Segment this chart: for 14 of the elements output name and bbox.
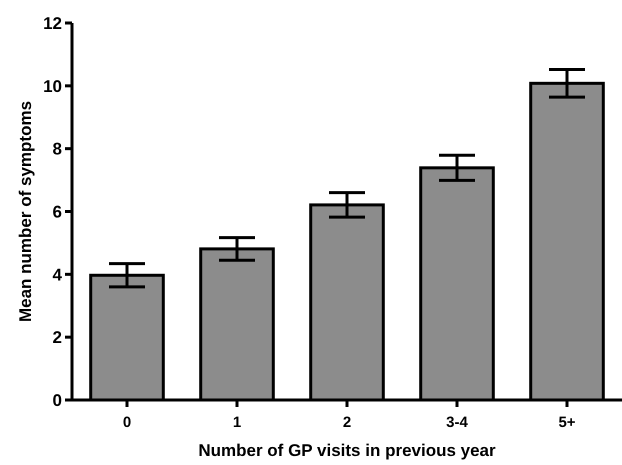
y-tick-label: 10 [43, 76, 62, 96]
y-tick-label: 4 [52, 265, 63, 284]
x-tick-label: 5+ [558, 414, 576, 431]
y-tick-label: 6 [52, 202, 62, 222]
y-tick-label: 8 [52, 140, 62, 159]
x-tick-label: 1 [232, 414, 242, 431]
y-tick-label: 0 [52, 390, 62, 410]
x-tick-label: 2 [342, 414, 352, 431]
y-tick-label: 2 [52, 328, 62, 348]
x-tick-label: 0 [122, 414, 132, 431]
x-tick-label: 3-4 [446, 414, 468, 431]
y-axis-title: Mean number of symptoms [16, 100, 35, 322]
y-tick-label: 12 [43, 14, 62, 33]
x-axis-title: Number of GP visits in previous year [198, 441, 496, 460]
